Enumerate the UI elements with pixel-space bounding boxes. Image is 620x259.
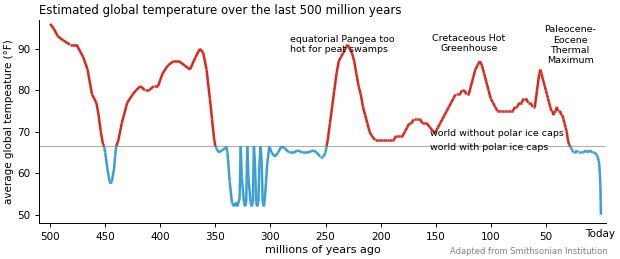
Text: equatorial Pangea too
hot for peat swamps: equatorial Pangea too hot for peat swamp… — [290, 35, 395, 54]
Text: Today: Today — [585, 229, 615, 239]
Text: Paleocene-
Eocene
Thermal
Maximum: Paleocene- Eocene Thermal Maximum — [544, 25, 596, 65]
X-axis label: millions of years ago: millions of years ago — [265, 245, 381, 255]
Text: Adapted from Smithsonian Institution: Adapted from Smithsonian Institution — [450, 247, 608, 256]
Y-axis label: average global tempeature (°F): average global tempeature (°F) — [4, 39, 14, 204]
Text: Estimated global temperature over the last 500 million years: Estimated global temperature over the la… — [39, 4, 402, 17]
Text: Cretaceous Hot
Greenhouse: Cretaceous Hot Greenhouse — [432, 33, 505, 53]
Text: world without polar ice caps: world without polar ice caps — [430, 129, 564, 138]
Text: world with polar ice caps: world with polar ice caps — [430, 143, 549, 153]
